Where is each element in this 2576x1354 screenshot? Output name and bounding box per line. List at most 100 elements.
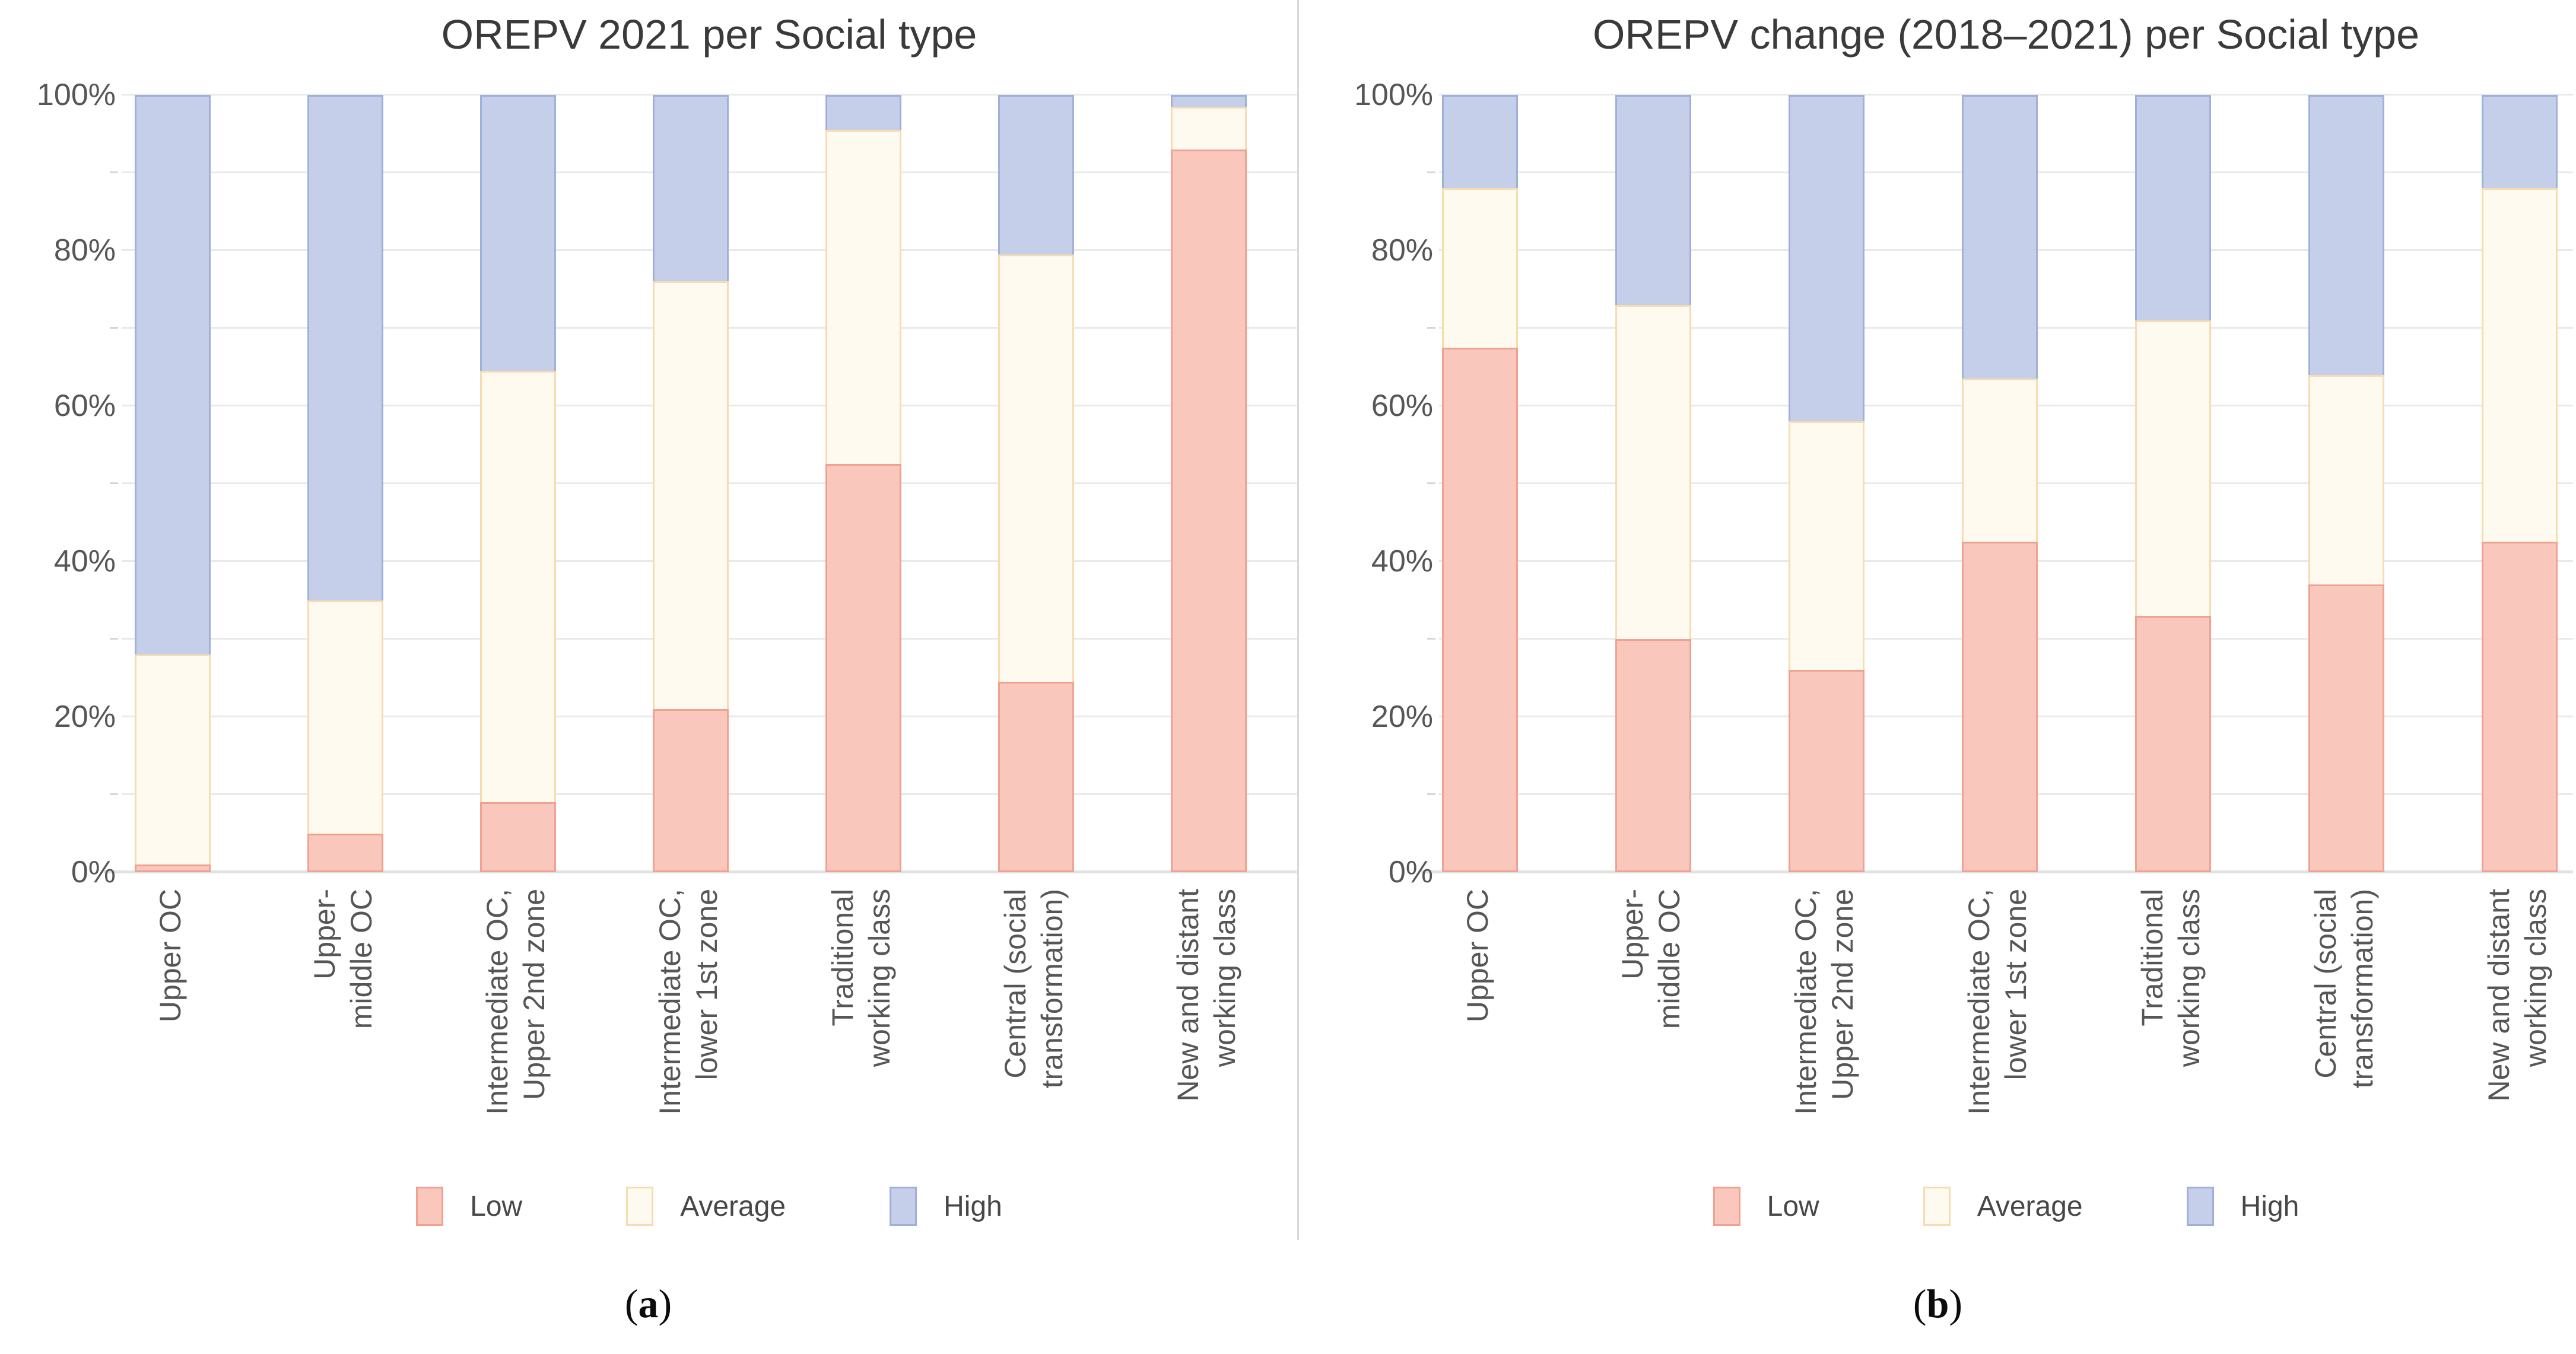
legend: Low Average High: [122, 1180, 1297, 1233]
bar-segment-average: [1442, 188, 1518, 348]
caption-a: (a): [0, 1280, 1297, 1327]
stacked-bar: [307, 95, 383, 872]
caption-b: (b): [1300, 1280, 2576, 1327]
panel-divider: [1297, 0, 1299, 1240]
x-axis-label: Upper- middle OC: [308, 889, 378, 1029]
bar-segment-high: [307, 95, 383, 600]
x-axis-label: Upper- middle OC: [1616, 889, 1686, 1029]
legend-label: Low: [470, 1190, 523, 1222]
stacked-bar: [1171, 95, 1247, 872]
bar-segment-high: [1171, 95, 1247, 107]
y-axis-label: 40%: [1371, 544, 1433, 579]
bar-segment-high: [1442, 95, 1518, 189]
x-axis-label: Traditional working class: [826, 889, 896, 1067]
stacked-bar: [2308, 95, 2384, 872]
y-axis-label: 20%: [53, 700, 116, 734]
x-axis-label: Central (social transformation): [2309, 889, 2379, 1089]
x-axis-label: Intermediate OC, lower 1st zone: [1962, 889, 2032, 1115]
bar-segment-high: [480, 95, 556, 371]
high-swatch: [2186, 1187, 2214, 1226]
chart-panel-a: OREPV 2021 per Social type 0% 20% 40% 60% 80…: [0, 11, 1297, 1327]
legend-item-average: Average: [1923, 1187, 2083, 1226]
y-tick-mark: [110, 638, 118, 640]
x-axis-label: Central (social transformation): [999, 889, 1069, 1089]
average-swatch: [626, 1187, 654, 1226]
y-axis-label: 100%: [1354, 78, 1433, 112]
bar-segment-high: [653, 95, 729, 282]
x-axis-label: Upper OC: [154, 889, 187, 1023]
bar-segment-high: [1789, 95, 1864, 422]
x-axis-label: Intermediate OC, Upper 2nd zone: [481, 889, 551, 1115]
y-tick-mark: [1427, 793, 1435, 795]
legend-label: Average: [1977, 1190, 2083, 1222]
legend-item-average: Average: [626, 1187, 786, 1226]
y-axis-label: 80%: [53, 233, 116, 268]
y-axis-label: 60%: [1371, 389, 1433, 423]
bar-segment-low: [1171, 149, 1247, 872]
stacked-bar: [2135, 95, 2211, 872]
y-tick-mark: [1427, 638, 1435, 640]
y-tick-mark: [110, 482, 118, 484]
y-tick-mark: [1427, 171, 1435, 173]
low-swatch: [1713, 1187, 1740, 1226]
bar-segment-high: [998, 95, 1074, 255]
stacked-bar: [1962, 95, 2038, 872]
bar-segment-low: [1442, 347, 1518, 872]
y-axis-label: 20%: [1371, 700, 1433, 734]
low-swatch: [416, 1187, 444, 1226]
caption-letter: a: [638, 1281, 659, 1326]
y-tick-mark: [110, 793, 118, 795]
y-axis-label: 40%: [53, 544, 116, 579]
legend-item-low: Low: [416, 1187, 522, 1226]
bar-segment-average: [653, 281, 729, 709]
bar-segment-average: [1789, 421, 1864, 670]
chart-title: OREPV change (2018–2021) per Social type: [1592, 11, 2420, 58]
bar-segment-high: [2135, 95, 2211, 320]
legend-item-low: Low: [1713, 1187, 1819, 1226]
bar-segment-average: [480, 371, 556, 803]
bar-segment-average: [1615, 304, 1691, 639]
x-axis-label: Traditional working class: [2136, 889, 2206, 1067]
bar-segment-low: [1962, 542, 2038, 872]
bar-segment-average: [2482, 188, 2558, 542]
bar-segment-high: [825, 95, 901, 130]
y-axis-label: 60%: [53, 389, 116, 423]
stacked-bar: [135, 95, 211, 872]
bar-segment-average: [1171, 106, 1247, 150]
stacked-bar: [653, 95, 729, 872]
bar-segment-low: [653, 708, 729, 872]
bar-segment-average: [2135, 320, 2211, 616]
caption-paren: ): [658, 1281, 672, 1326]
y-tick-mark: [110, 171, 118, 173]
y-axis-label: 0%: [71, 855, 116, 889]
legend-item-high: High: [2186, 1187, 2299, 1226]
bar-segment-low: [135, 864, 211, 872]
bar-segment-high: [1962, 95, 2038, 379]
y-tick-mark: [1427, 482, 1435, 484]
caption-paren: (: [1913, 1281, 1927, 1326]
x-axis-label: New and distant working class: [1171, 889, 1241, 1102]
legend-item-high: High: [890, 1187, 1002, 1226]
legend-label: High: [944, 1190, 1002, 1222]
y-axis-label: 0%: [1388, 855, 1433, 889]
stacked-bar: [825, 95, 901, 872]
bar-segment-low: [2308, 584, 2384, 872]
y-tick-mark: [110, 327, 118, 329]
y-axis-label: 80%: [1371, 233, 1433, 268]
legend-label: Low: [1767, 1190, 1819, 1222]
bar-segment-high: [1615, 95, 1691, 305]
stacked-bar: [480, 95, 556, 872]
bar-segment-low: [307, 833, 383, 872]
stacked-bar: [1442, 95, 1518, 872]
caption-paren: ): [1949, 1281, 1963, 1326]
average-swatch: [1923, 1187, 1951, 1226]
high-swatch: [890, 1187, 917, 1226]
x-axis-label: Upper OC: [1461, 889, 1494, 1023]
gridline: [1439, 94, 2573, 96]
bar-segment-low: [998, 682, 1074, 872]
bar-segment-high: [2308, 95, 2384, 375]
bar-segment-low: [825, 464, 901, 872]
bar-segment-high: [135, 95, 211, 655]
bar-segment-average: [135, 654, 211, 864]
